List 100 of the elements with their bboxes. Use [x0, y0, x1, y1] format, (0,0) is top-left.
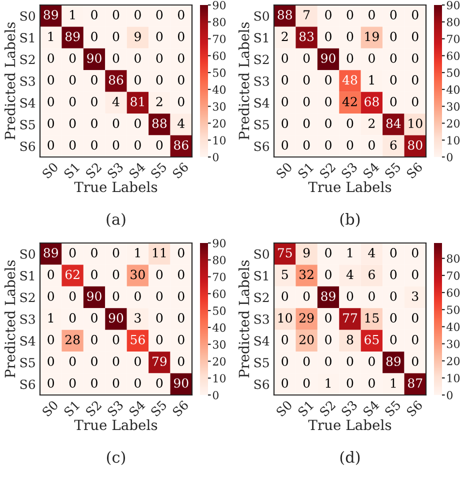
data-label: 0	[134, 53, 141, 63]
data-label: 0	[178, 53, 184, 63]
data-label: 0	[69, 378, 76, 388]
color-bar-label: 70	[447, 34, 460, 44]
data-label: 4	[112, 96, 120, 106]
text: (c)	[106, 451, 126, 466]
data-label: 90	[174, 378, 188, 388]
y-tick-label: S0	[20, 249, 36, 259]
data-label: 0	[390, 32, 397, 42]
data-label: 0	[134, 356, 141, 366]
x-tick-label: S3	[106, 400, 124, 417]
y-tick-label: S3	[20, 314, 35, 324]
color-bar-label: 40	[446, 322, 460, 332]
data-label: 0	[112, 334, 120, 344]
data-label: 88	[152, 118, 167, 128]
data-label: 0	[390, 53, 397, 63]
x-tick-label: S0	[276, 162, 293, 179]
color-bar-label: 50	[213, 68, 226, 77]
color-bar-label: 30	[447, 102, 460, 111]
x-tick-label: S3	[106, 162, 124, 179]
data-label: 0	[156, 270, 163, 280]
color-bar-label: 60	[212, 290, 226, 298]
data-label: 0	[368, 140, 375, 150]
data-label: 65	[364, 334, 379, 344]
y-tick-label: S1	[254, 271, 268, 280]
data-label: 90	[87, 53, 102, 63]
data-label: 29	[299, 313, 314, 323]
data-label: 0	[412, 75, 418, 85]
x-tick-label: S6	[406, 400, 423, 417]
data-label: 0	[134, 10, 141, 20]
data-label: 0	[282, 334, 288, 344]
data-label: 10	[408, 118, 422, 128]
data-label: 0	[325, 32, 332, 42]
color-bar-label: 70	[213, 272, 226, 282]
data-label: 0	[69, 313, 76, 323]
data-label: 0	[134, 378, 141, 388]
data-label: 10	[278, 313, 292, 323]
data-label: 0	[303, 118, 310, 128]
data-label: 0	[178, 356, 184, 366]
y-tick-label: S6	[20, 142, 36, 152]
data-label: 0	[325, 10, 332, 20]
x-tick-label: S1	[63, 162, 80, 179]
data-label: 3	[134, 313, 141, 323]
data-label: 0	[325, 356, 332, 366]
data-label: 1	[369, 75, 374, 84]
x-tick-label: S3	[340, 162, 358, 179]
color-bar-label: 60	[446, 288, 460, 297]
data-label: 0	[178, 313, 184, 323]
data-label: 86	[108, 75, 124, 85]
x-tick-label: S2	[85, 162, 102, 179]
color-bar-label: 90	[446, 0, 460, 10]
data-label: 3	[412, 291, 418, 301]
data-label: 0	[303, 53, 310, 63]
data-label: 0	[282, 75, 288, 85]
data-label: 8	[346, 334, 354, 344]
data-label: 0	[368, 10, 375, 20]
data-label: 0	[412, 270, 418, 280]
data-label: 0	[112, 10, 120, 20]
y-tick-label: S3	[20, 76, 35, 86]
color-bar-label: 30	[447, 340, 460, 348]
data-label: 0	[325, 313, 332, 323]
color-bar-label: 30	[213, 340, 226, 349]
data-label: 0	[156, 291, 163, 301]
data-label: 0	[412, 334, 418, 344]
data-label: 0	[91, 313, 98, 323]
color-bar-label: 60	[446, 52, 460, 60]
data-label: 2	[368, 118, 374, 128]
data-label: 0	[156, 378, 163, 388]
x-tick-label: S5	[384, 400, 402, 417]
x-tick-label: S3	[340, 400, 358, 417]
y-tick-label: S4	[254, 336, 270, 346]
color-bar-label: 80	[212, 256, 226, 264]
y-tick-label: S0	[254, 249, 270, 259]
x-tick-label: S5	[150, 400, 168, 417]
color-bar-label: 10	[448, 136, 460, 144]
color-bar-label: 20	[212, 119, 226, 128]
data-label: 0	[325, 248, 332, 258]
y-tick-label: S3	[254, 314, 269, 324]
x-tick-label: S1	[63, 400, 80, 417]
data-label: 4	[346, 270, 354, 280]
data-label: 0	[69, 140, 76, 150]
color-bar-label: 10	[214, 374, 226, 382]
data-label: 0	[325, 270, 332, 280]
data-label: 0	[156, 334, 163, 344]
data-label: 0	[48, 53, 54, 63]
data-label: 6	[390, 140, 397, 150]
data-label: 0	[390, 10, 397, 20]
data-label: 0	[69, 356, 76, 366]
data-label: 0	[112, 356, 120, 366]
data-label: 0	[91, 96, 98, 106]
data-label: 0	[346, 140, 354, 150]
data-label: 0	[282, 291, 288, 301]
data-label: 1	[390, 378, 396, 388]
data-label: 0	[178, 75, 184, 85]
data-label: 0	[48, 334, 54, 344]
data-label: 0	[91, 118, 98, 128]
data-label: 28	[65, 334, 80, 344]
color-bar-label: 70	[213, 34, 226, 44]
color-bar-label: 40	[212, 323, 226, 332]
data-label: 0	[282, 140, 288, 150]
